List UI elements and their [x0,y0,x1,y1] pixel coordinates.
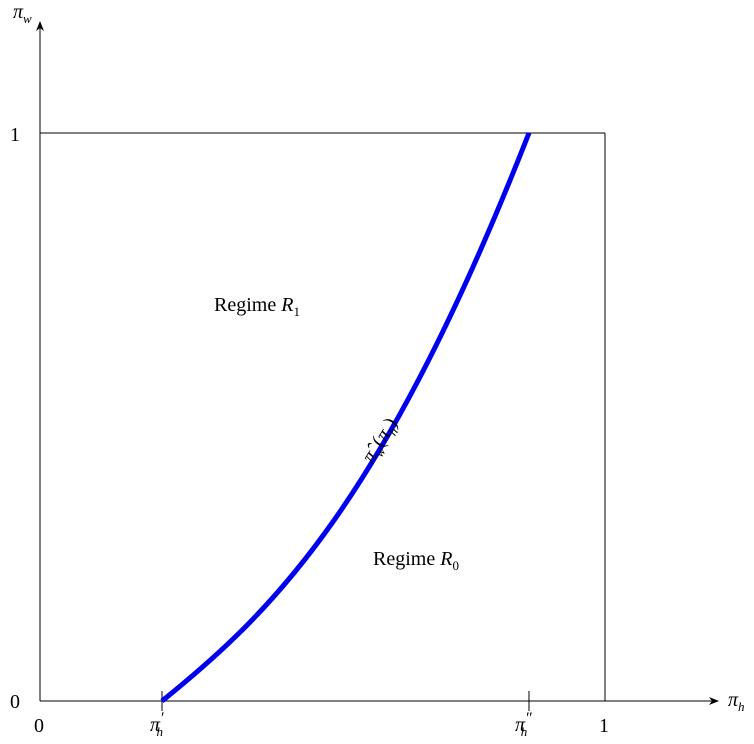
y-axis-label: πw [13,1,32,26]
regime-r1-label: Regime R1 [214,294,300,319]
x-tick-pi-h-dprime: π″ h [515,710,532,739]
x-tick-one: 1 [599,715,609,737]
y-tick-zero: 0 [10,691,20,713]
x-tick-zero: 0 [34,715,44,737]
regime-r0-label: Regime R0 [373,548,459,573]
x-tick-pi-h-prime: π′ h [150,710,164,739]
x-axis-label: πh [728,689,745,714]
y-tick-one: 1 [10,124,20,146]
threshold-curve [160,132,532,703]
